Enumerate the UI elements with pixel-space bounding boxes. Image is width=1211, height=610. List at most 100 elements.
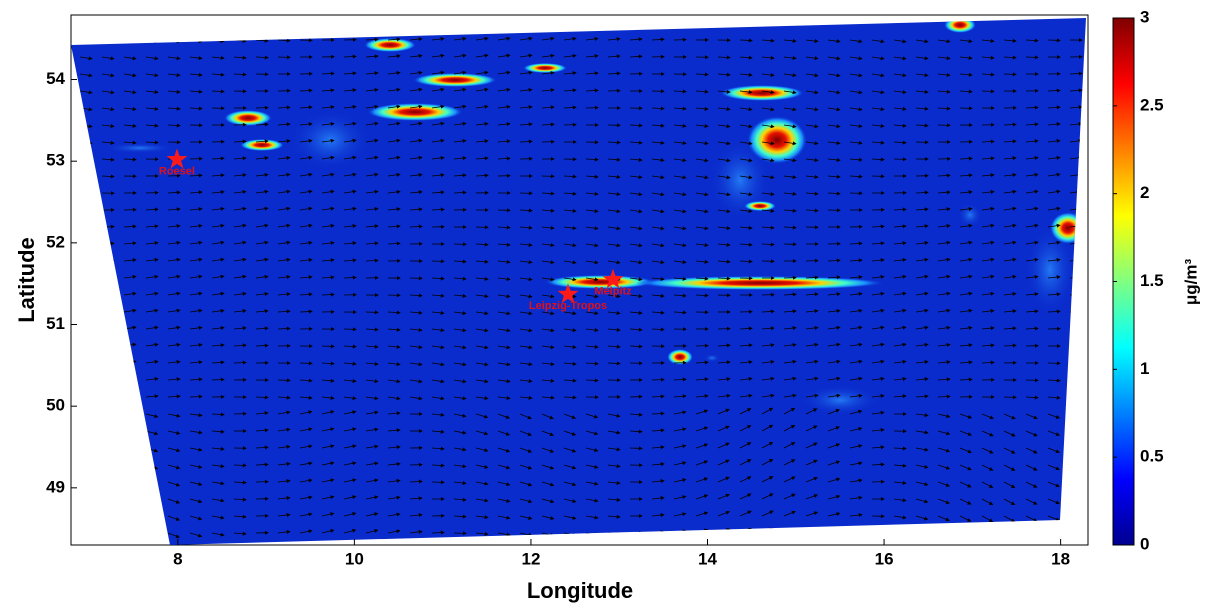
- wind-arrow: [365, 37, 379, 42]
- y-tick-label: 53: [46, 151, 65, 170]
- wind-arrow: [211, 223, 225, 228]
- wind-arrow: [255, 309, 269, 314]
- wind-arrow: [541, 345, 555, 350]
- wind-arrow: [673, 141, 687, 146]
- wind-arrow: [541, 413, 554, 420]
- wind-arrow: [959, 55, 973, 60]
- wind-arrow: [255, 240, 269, 245]
- wind-arrow: [497, 311, 511, 316]
- wind-arrow: [1025, 105, 1039, 110]
- wind-arrow: [717, 259, 731, 264]
- wind-arrow: [343, 172, 357, 177]
- wind-arrow: [189, 207, 203, 212]
- wind-arrow: [211, 190, 225, 195]
- wind-arrow: [277, 206, 291, 211]
- wind-arrow: [871, 376, 885, 381]
- wind-arrow: [431, 173, 445, 178]
- wind-arrow: [167, 106, 181, 111]
- wind-arrow: [805, 425, 818, 432]
- wind-arrow: [145, 394, 159, 399]
- wind-arrow: [607, 294, 621, 299]
- wind-arrow: [365, 54, 379, 59]
- wind-arrow: [585, 344, 599, 349]
- wind-arrow: [277, 139, 291, 144]
- wind-arrow: [871, 258, 885, 263]
- wind-arrow: [739, 192, 753, 197]
- wind-arrow: [761, 393, 775, 398]
- wind-arrow: [783, 393, 797, 398]
- wind-arrow: [651, 479, 665, 484]
- wind-arrow: [585, 71, 599, 76]
- wind-arrow: [475, 259, 489, 264]
- wind-arrow: [519, 345, 533, 350]
- wind-arrow: [761, 326, 775, 331]
- wind-arrow: [827, 460, 841, 466]
- wind-arrow: [453, 70, 467, 75]
- wind-arrow: [387, 411, 401, 416]
- wind-arrow: [387, 310, 401, 315]
- wind-arrow: [1025, 139, 1039, 144]
- wind-arrow: [541, 191, 555, 196]
- plume: [413, 73, 497, 87]
- wind-arrow: [827, 157, 841, 162]
- wind-arrow: [1025, 189, 1039, 194]
- wind-arrow: [453, 259, 467, 264]
- wind-arrow: [783, 359, 797, 364]
- wind-arrow: [343, 138, 357, 143]
- wind-arrow: [915, 447, 929, 452]
- wind-arrow: [343, 396, 357, 401]
- wind-arrow: [893, 241, 907, 246]
- wind-arrow: [893, 325, 907, 330]
- wind-arrow: [1003, 55, 1017, 60]
- wind-arrow: [915, 224, 929, 229]
- wind-arrow: [299, 444, 313, 449]
- wind-arrow: [981, 173, 995, 178]
- wind-arrow: [585, 157, 599, 162]
- wind-arrow: [761, 90, 775, 95]
- wind-arrow: [827, 275, 841, 280]
- wind-arrow: [937, 274, 951, 279]
- wind-arrow: [607, 157, 621, 162]
- wind-arrow: [937, 394, 951, 399]
- wind-arrow: [541, 328, 555, 333]
- wind-arrow: [1047, 172, 1061, 177]
- wind-arrow: [915, 89, 929, 94]
- wind-arrow: [475, 294, 489, 299]
- wind-arrow: [695, 377, 709, 382]
- wind-arrow: [233, 360, 247, 365]
- wind-arrow: [167, 123, 181, 128]
- wind-arrow: [519, 311, 533, 316]
- wind-arrow: [915, 274, 929, 279]
- wind-arrow: [1047, 240, 1061, 245]
- x-axis-label: Longitude: [527, 578, 633, 603]
- wind-arrow: [255, 189, 269, 194]
- wind-arrow: [1047, 138, 1061, 143]
- wind-arrow: [387, 121, 401, 126]
- wind-arrow: [387, 172, 401, 177]
- wind-arrow: [629, 157, 643, 162]
- wind-arrow: [783, 326, 797, 331]
- wind-arrow: [1069, 71, 1083, 76]
- wind-arrow: [365, 379, 379, 384]
- wind-arrow: [981, 139, 995, 144]
- wind-arrow: [167, 394, 181, 399]
- wind-arrow: [497, 70, 511, 75]
- wind-arrow: [893, 342, 907, 347]
- wind-arrow: [255, 462, 269, 467]
- wind-arrow: [805, 73, 819, 78]
- wind-arrow: [299, 461, 313, 466]
- wind-arrow: [167, 73, 181, 78]
- wind-arrow: [1047, 309, 1061, 314]
- wind-arrow: [431, 276, 445, 281]
- wind-arrow: [189, 343, 203, 347]
- wind-arrow: [387, 462, 401, 467]
- wind-arrow: [871, 428, 885, 433]
- wind-arrow: [519, 481, 533, 487]
- wind-arrow: [343, 88, 357, 93]
- wind-arrow: [893, 376, 907, 381]
- wind-arrow: [585, 191, 599, 196]
- wind-arrow: [145, 257, 159, 262]
- wind-arrow: [541, 208, 555, 213]
- wind-arrow: [497, 464, 511, 470]
- wind-arrow: [739, 408, 752, 415]
